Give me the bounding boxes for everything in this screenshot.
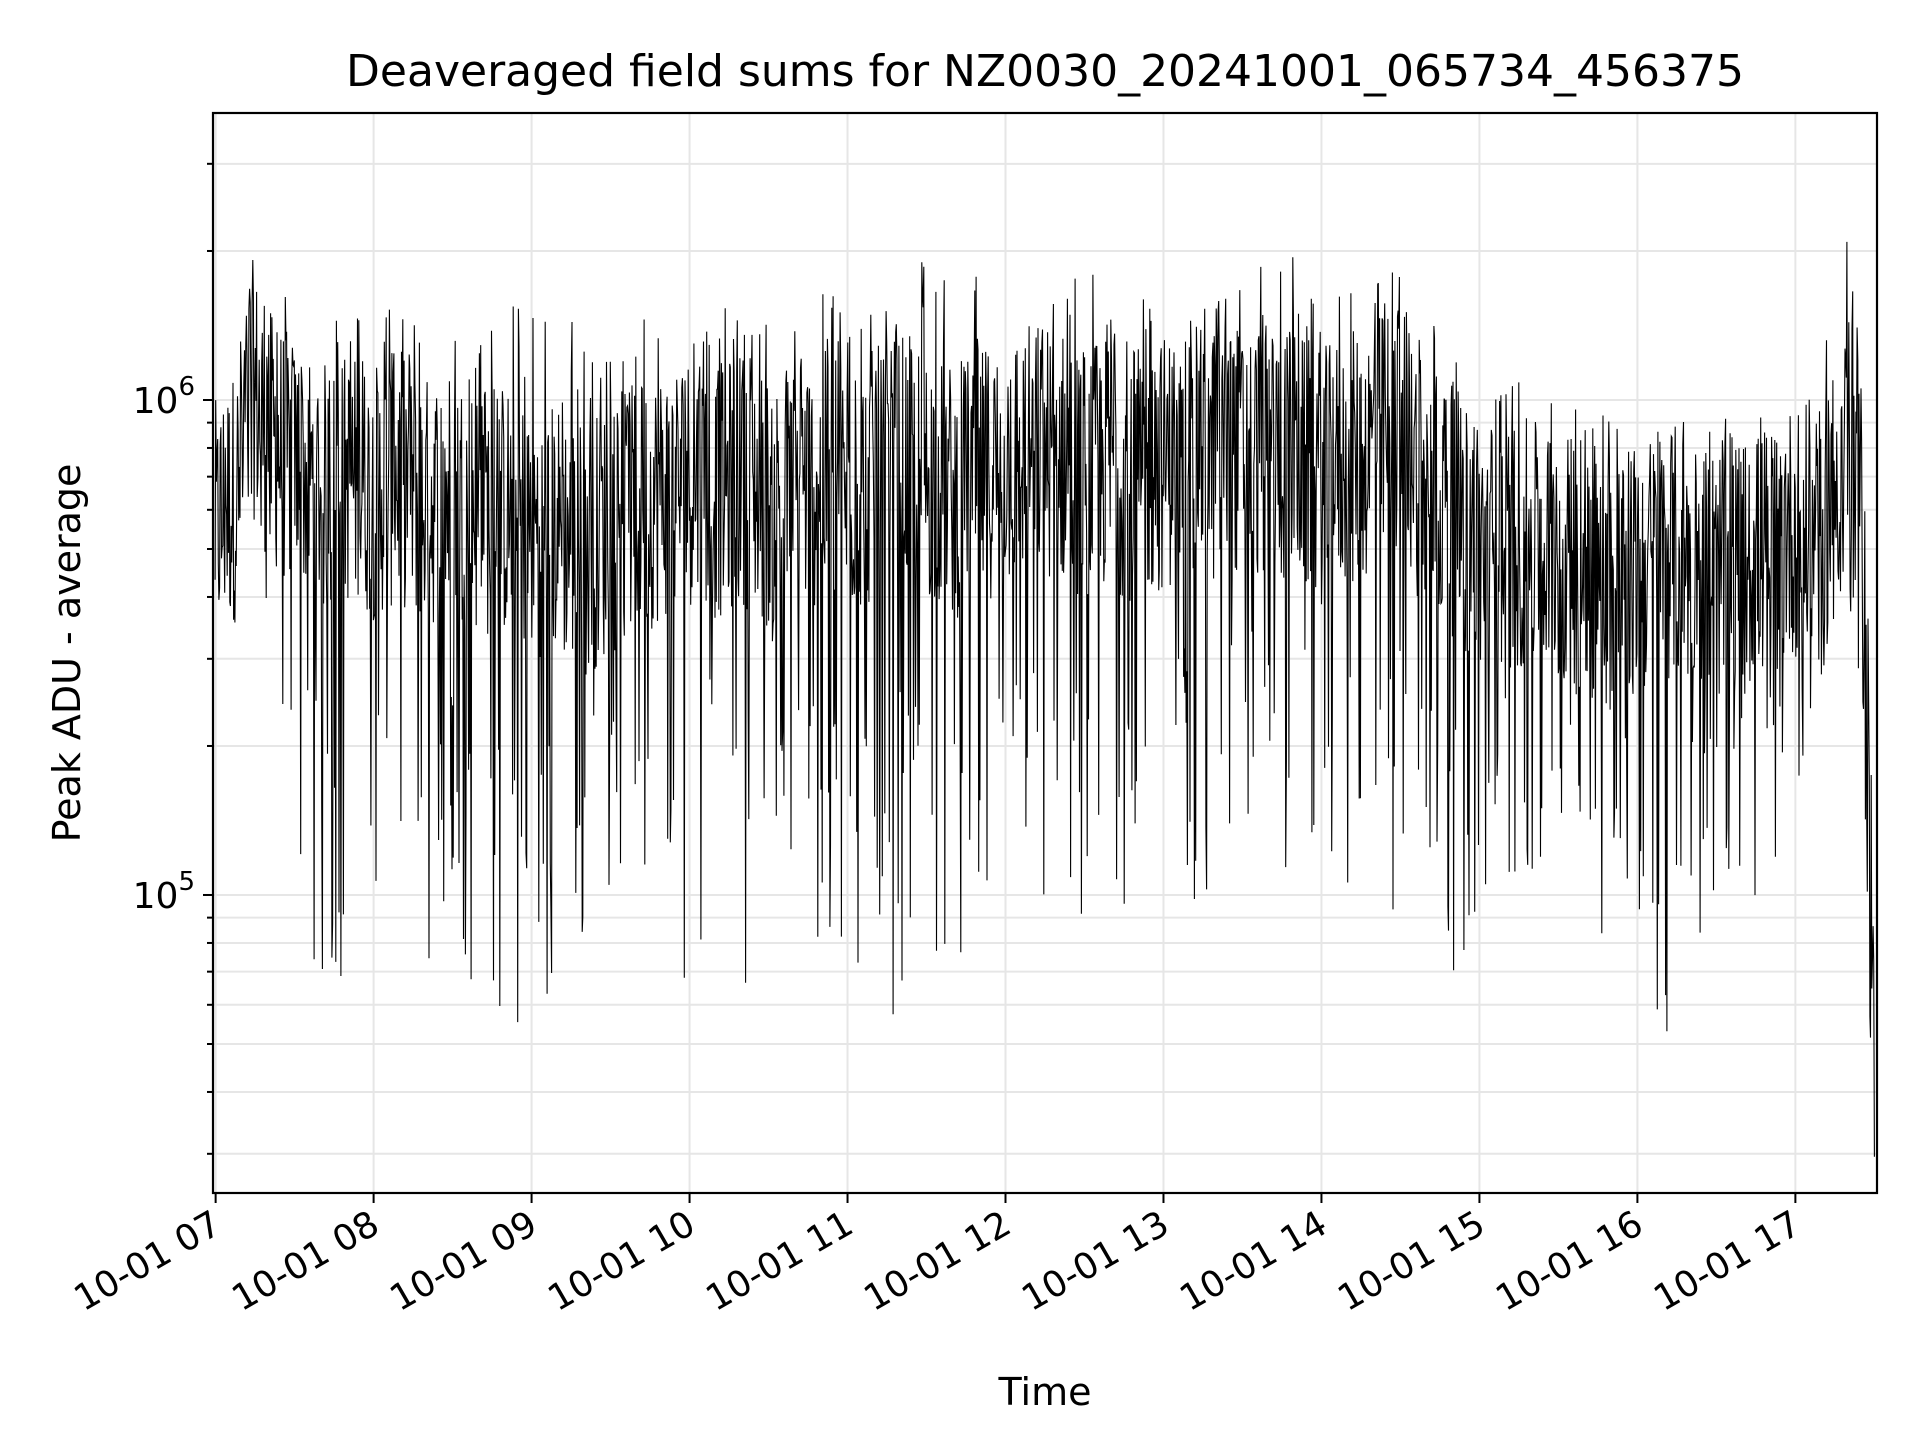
plot-frame [211,111,1879,1195]
y-tick-label: 105 [133,867,195,917]
x-tick-label: 10-01 17 [1647,1203,1808,1319]
series-line [214,241,1875,1157]
chart-title: Deaveraged field sums for NZ0030_2024100… [346,46,1744,97]
y-axis: 105 106 [133,162,213,1155]
x-tick-label: 10-01 14 [1173,1203,1334,1319]
x-tick-label: 10-01 10 [541,1203,702,1319]
plot-area [214,241,1875,1157]
x-tick-label: 10-01 15 [1331,1203,1492,1319]
x-tick-label: 10-01 13 [1015,1203,1176,1319]
x-tick-label: 10-01 09 [383,1203,544,1319]
y-tick-label: 106 [133,372,195,422]
y-axis-label: Peak ADU - average [45,464,89,843]
x-tick-label: 10-01 08 [225,1203,386,1319]
x-axis-label: Time [998,1370,1092,1414]
x-tick-label: 10-01 11 [699,1203,860,1319]
x-tick-label: 10-01 07 [67,1203,228,1319]
x-tick-label: 10-01 16 [1489,1203,1650,1319]
x-tick-label: 10-01 12 [857,1203,1018,1319]
